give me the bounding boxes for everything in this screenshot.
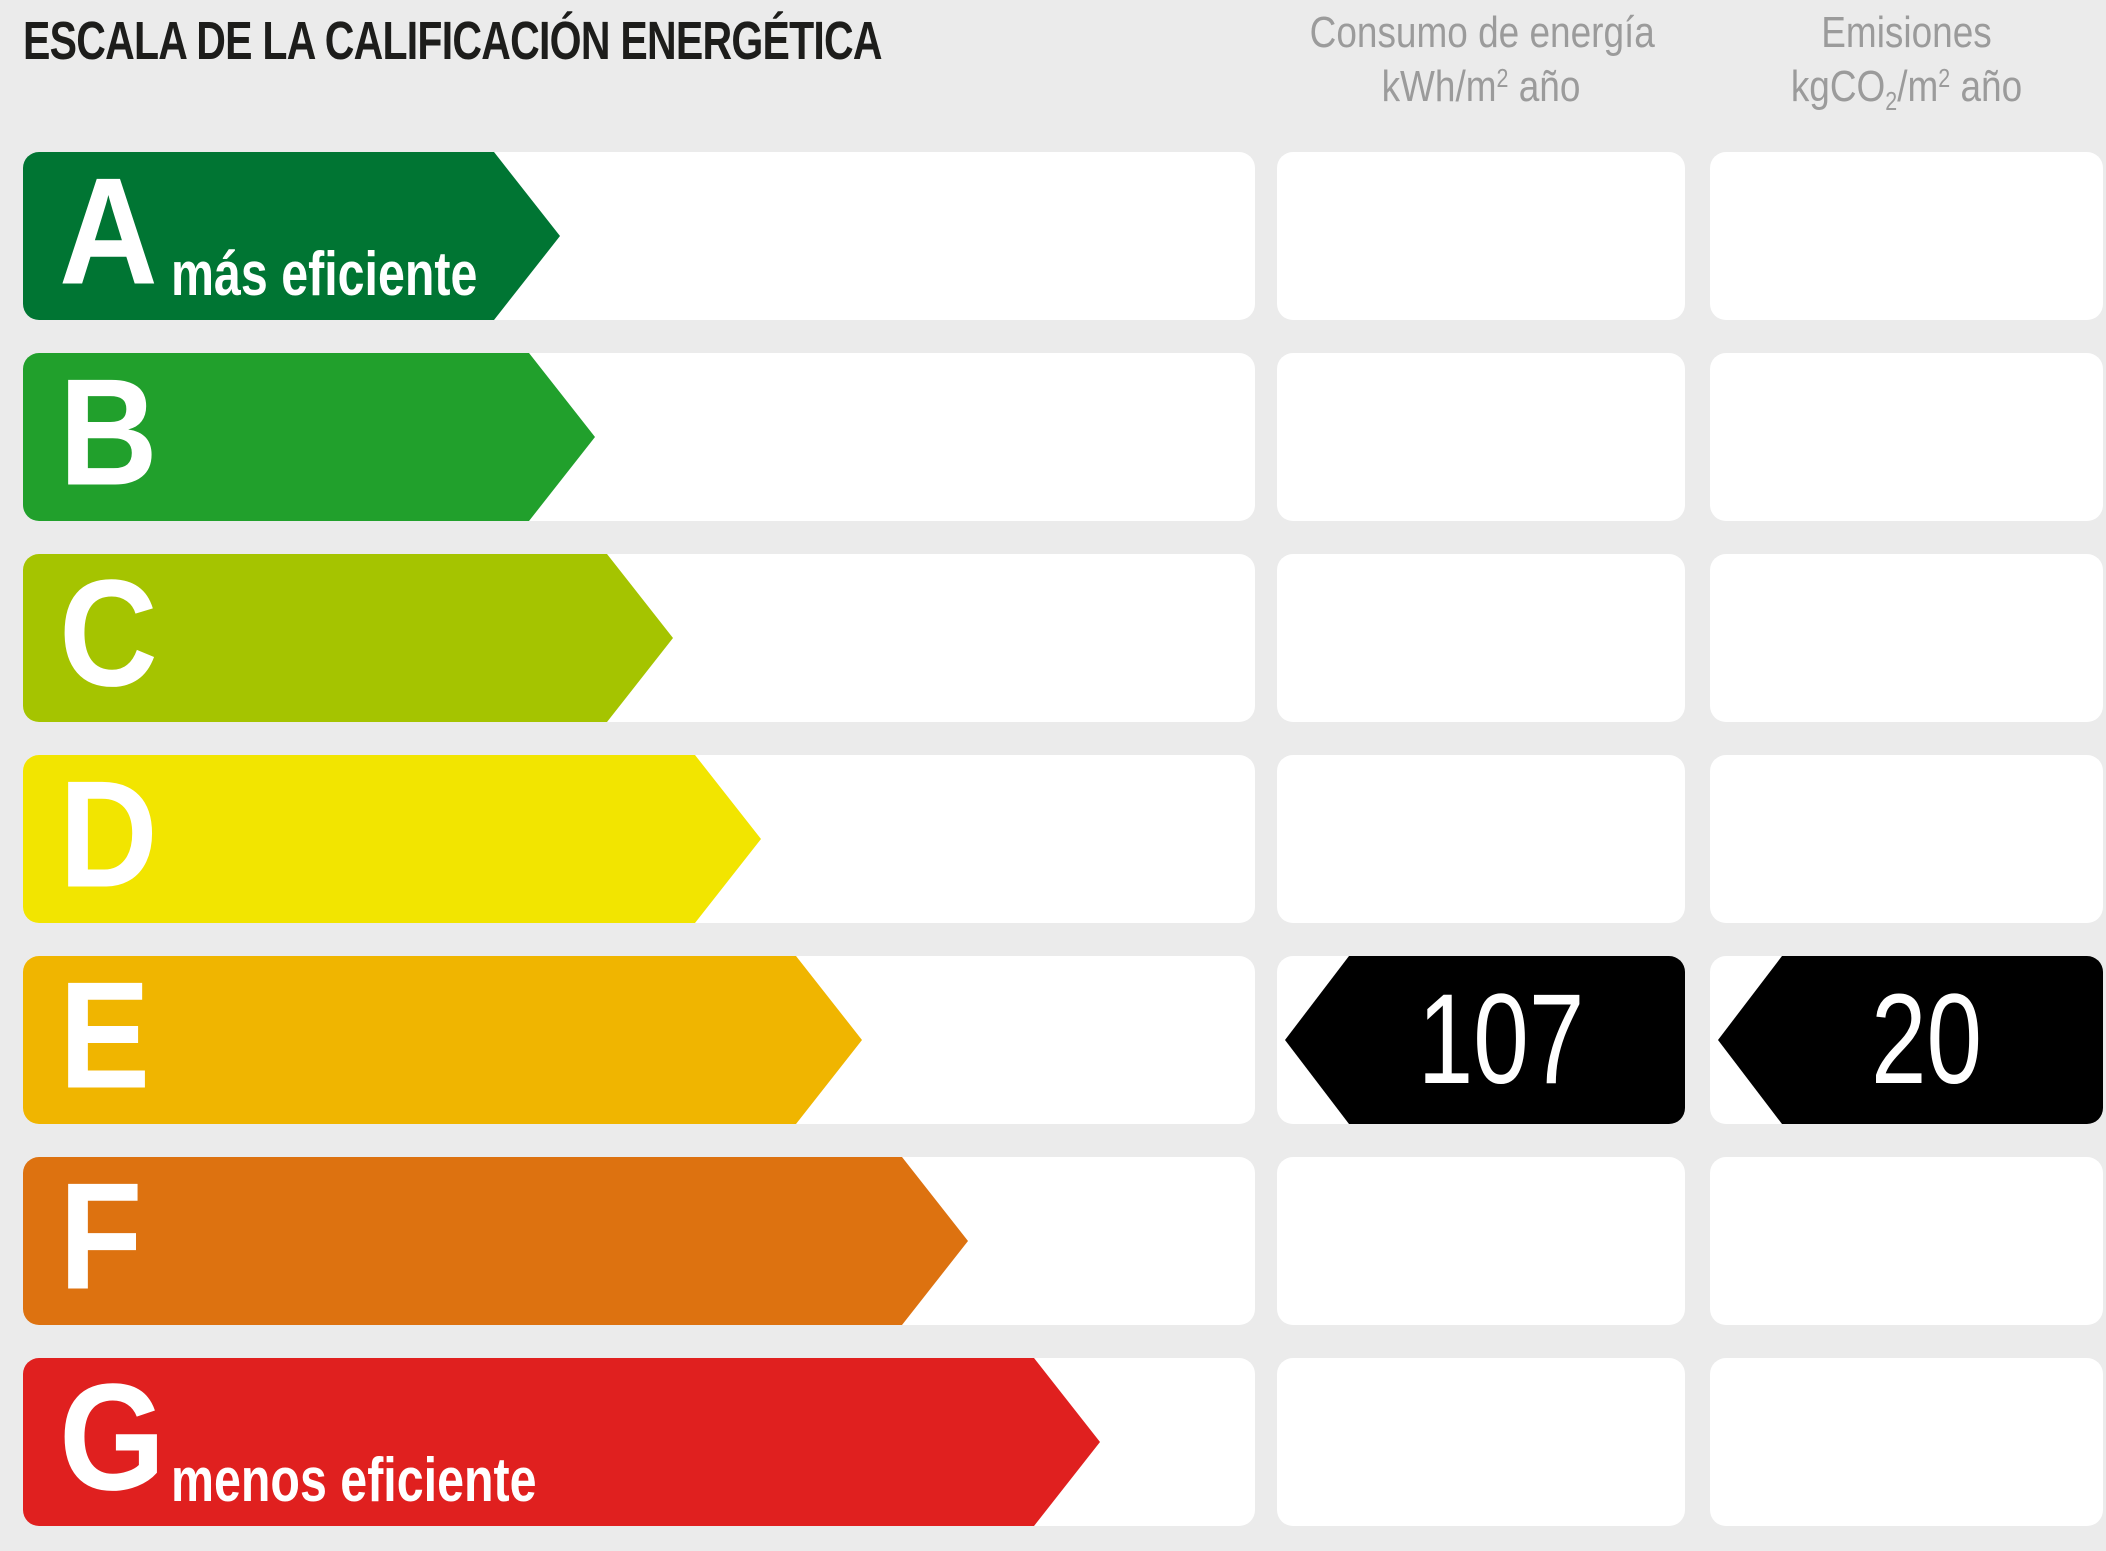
emisiones-cell [1710, 1157, 2103, 1325]
consumo-header-label: Consumo de energía [1309, 8, 1655, 57]
emisiones-cell [1710, 152, 2103, 320]
emisiones-cell [1710, 353, 2103, 521]
scale-row-e: E 107 20 [0, 956, 2106, 1124]
consumo-cell [1277, 152, 1685, 320]
scale-row-c: C [0, 554, 2106, 722]
emisiones-cell [1710, 1358, 2103, 1526]
grade-bar-g: G menos eficiente [23, 1358, 1100, 1526]
emisiones-value-badge: 20 [1718, 956, 2103, 1124]
grade-letter: E [59, 950, 151, 1121]
consumo-cell: 107 [1277, 956, 1685, 1124]
scale-row-g: G menos eficiente [0, 1358, 2106, 1526]
consumo-column-header: Consumo de energía kWh/m2 año [1309, 6, 1655, 113]
consumo-value-badge: 107 [1285, 956, 1685, 1124]
scale-row-b: B [0, 353, 2106, 521]
grade-letter: B [59, 347, 158, 518]
emisiones-column-header: Emisiones kgCO2/m2 año [1741, 6, 2071, 116]
grade-bar-c: C [23, 554, 673, 722]
scale-row-a: A más eficiente [0, 152, 2106, 320]
emisiones-cell [1710, 554, 2103, 722]
consumo-cell [1277, 755, 1685, 923]
grade-letter: F [59, 1151, 143, 1322]
efficiency-label-worst: menos eficiente [171, 1446, 537, 1515]
emisiones-header-label: Emisiones [1821, 8, 1992, 57]
grade-bar-f: F [23, 1157, 968, 1325]
emisiones-cell [1710, 755, 2103, 923]
scale-row-d: D [0, 755, 2106, 923]
emisiones-value: 20 [1871, 968, 1983, 1111]
grade-bar-e: E [23, 956, 862, 1124]
consumo-header-unit: kWh/m2 año [1381, 61, 1581, 111]
consumo-cell [1277, 554, 1685, 722]
consumo-cell [1277, 1358, 1685, 1526]
grade-letter: C [59, 548, 158, 719]
emisiones-header-unit: kgCO2/m2 año [1790, 61, 2023, 116]
grade-letter: G [59, 1352, 166, 1523]
consumo-cell [1277, 353, 1685, 521]
grade-letter: A [59, 146, 158, 317]
grade-bar-d: D [23, 755, 761, 923]
page-title: ESCALA DE LA CALIFICACIÓN ENERGÉTICA [23, 11, 883, 71]
emisiones-cell: 20 [1710, 956, 2103, 1124]
scale-row-f: F [0, 1157, 2106, 1325]
grade-bar-b: B [23, 353, 595, 521]
consumo-value: 107 [1417, 968, 1585, 1111]
grade-bar-a: A más eficiente [23, 152, 560, 320]
consumo-cell [1277, 1157, 1685, 1325]
scale-rows: A más eficiente B C D [0, 152, 2106, 1551]
grade-letter: D [59, 749, 158, 920]
efficiency-label-best: más eficiente [171, 240, 478, 309]
